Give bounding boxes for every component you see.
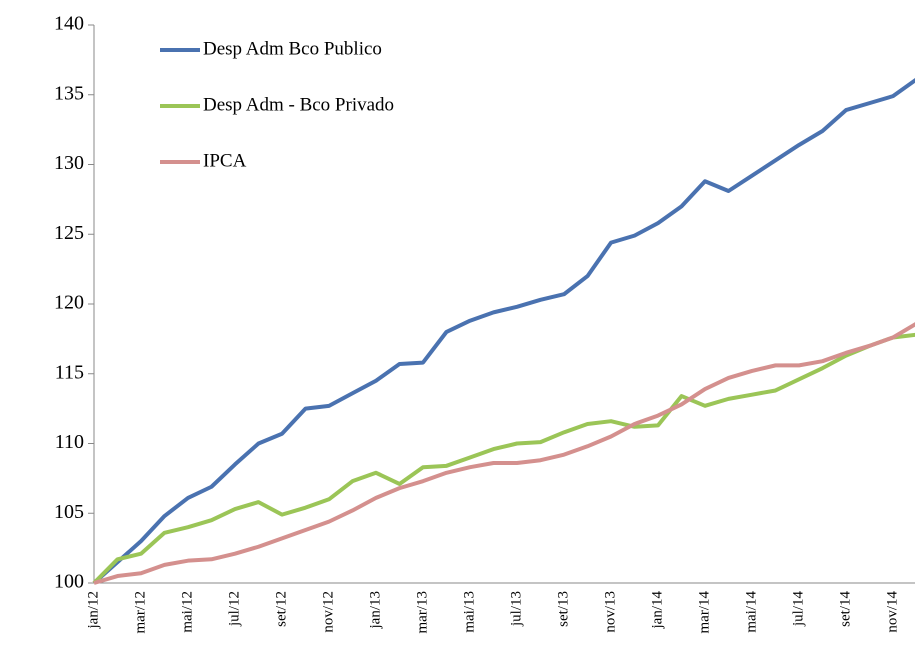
x-tick-label: mar/12 bbox=[132, 591, 148, 634]
x-tick-label: nov/14 bbox=[884, 591, 900, 633]
legend-label: Desp Adm - Bco Privado bbox=[203, 94, 394, 115]
y-tick-label: 140 bbox=[54, 13, 84, 35]
y-tick-label: 105 bbox=[54, 501, 84, 523]
x-tick-label: jan/12 bbox=[85, 591, 101, 630]
y-tick-label: 110 bbox=[55, 431, 84, 453]
x-tick-label: mai/13 bbox=[461, 591, 477, 633]
y-tick-label: 115 bbox=[55, 361, 84, 383]
x-tick-label: set/12 bbox=[273, 591, 289, 627]
y-tick-label: 135 bbox=[54, 82, 84, 104]
x-tick-label: jan/14 bbox=[649, 591, 665, 630]
x-tick-label: jul/14 bbox=[790, 591, 806, 628]
legend-label: Desp Adm Bco Publico bbox=[203, 38, 382, 59]
x-tick-label: mai/14 bbox=[743, 591, 759, 633]
series-line bbox=[92, 332, 915, 585]
x-tick-label: mar/14 bbox=[696, 591, 712, 634]
x-tick-label: jan/13 bbox=[367, 591, 383, 630]
y-tick-label: 130 bbox=[54, 152, 84, 174]
y-tick-label: 125 bbox=[54, 222, 84, 244]
x-tick-label: nov/12 bbox=[320, 591, 336, 633]
legend-label: IPCA bbox=[203, 150, 247, 171]
y-tick-label: 120 bbox=[54, 292, 84, 314]
x-tick-label: nov/13 bbox=[602, 591, 618, 633]
x-tick-label: mar/13 bbox=[414, 591, 430, 634]
x-tick-label: jul/13 bbox=[508, 591, 524, 627]
x-tick-label: set/14 bbox=[837, 591, 853, 627]
x-tick-label: mai/12 bbox=[179, 591, 195, 633]
y-tick-label: 100 bbox=[54, 571, 84, 593]
series-line bbox=[92, 78, 915, 585]
x-tick-label: set/13 bbox=[555, 591, 571, 627]
x-tick-label: jul/12 bbox=[226, 591, 242, 627]
series-line bbox=[93, 322, 915, 585]
